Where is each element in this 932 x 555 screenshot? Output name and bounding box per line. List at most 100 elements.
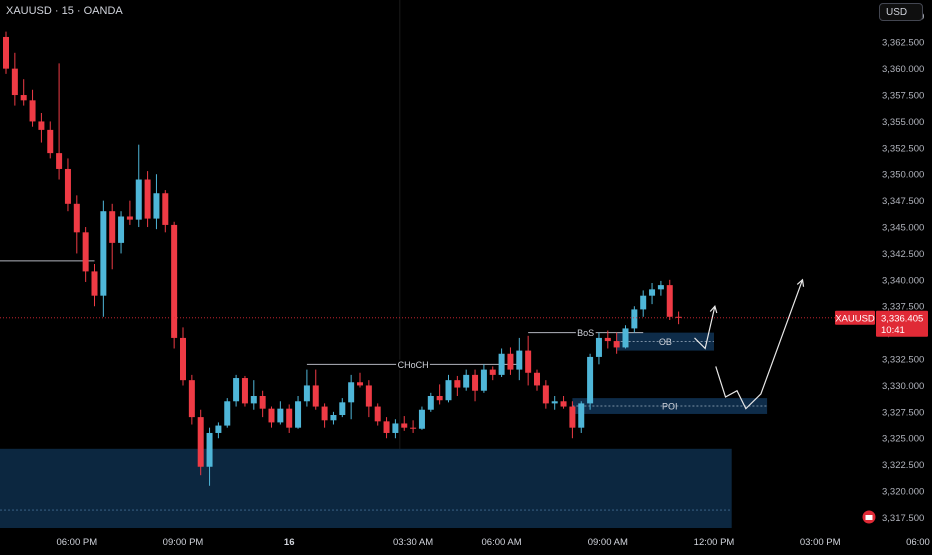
- y-tick-label: 3,362.500: [882, 38, 924, 49]
- candle-body: [144, 179, 151, 219]
- candle-body: [472, 374, 479, 391]
- candle-body: [47, 129, 54, 154]
- candle-body: [560, 401, 567, 407]
- candle-body: [666, 285, 673, 317]
- candle-body: [321, 406, 328, 421]
- y-tick-label: 3,325.000: [882, 434, 924, 445]
- candle-body: [525, 350, 532, 373]
- candle-body: [427, 396, 434, 410]
- x-tick-label: 03:00 PM: [800, 537, 841, 548]
- ob-label: OB: [659, 337, 672, 347]
- candle-body: [578, 403, 585, 428]
- price-axis-bg: [876, 0, 932, 550]
- candle-body: [295, 401, 302, 428]
- candle-body: [489, 369, 496, 375]
- candle-body: [312, 385, 319, 407]
- candle-body: [542, 385, 549, 404]
- candle-body: [587, 356, 594, 404]
- y-tick-label: 3,332.500: [882, 355, 924, 366]
- candle-body: [410, 427, 417, 429]
- candle-body: [250, 396, 257, 404]
- broker-flag-icon-inner: [865, 515, 873, 520]
- y-tick-label: 3,345.000: [882, 223, 924, 234]
- y-tick-label: 3,342.500: [882, 249, 924, 260]
- candle-body: [135, 179, 142, 220]
- candle-body: [38, 121, 45, 130]
- x-tick-label: 06:00 PM: [906, 537, 932, 548]
- candle-body: [233, 378, 240, 402]
- x-tick-label: 06:00 AM: [482, 537, 522, 548]
- candle-body: [91, 271, 98, 296]
- demand-zone: [0, 448, 732, 532]
- candle-body: [436, 396, 443, 401]
- currency-button[interactable]: USD: [879, 3, 923, 21]
- candle-body: [206, 432, 213, 467]
- candle-body: [392, 423, 399, 433]
- candle-body: [118, 216, 125, 243]
- x-tick-label: 12:00 PM: [694, 537, 735, 548]
- candle-body: [622, 328, 629, 348]
- candle-body: [180, 337, 186, 381]
- projection-arrowhead: [709, 305, 718, 314]
- candle-body: [463, 374, 470, 388]
- x-tick-label: 06:00 PM: [56, 537, 97, 548]
- candle-body: [339, 402, 346, 416]
- candle-body: [303, 385, 310, 402]
- candle-body: [640, 295, 647, 310]
- price-tag: [876, 310, 928, 337]
- candle-body: [11, 68, 18, 96]
- symbol-title: XAUUSD · 15 · OANDA: [6, 5, 123, 17]
- price-tag-value: 3,336.405: [881, 313, 923, 324]
- price-tag-countdown: 10:41: [881, 325, 905, 336]
- y-tick-label: 3,360.000: [882, 64, 924, 75]
- y-tick-label: 3,355.000: [882, 117, 924, 128]
- candle-body: [73, 203, 80, 233]
- candle-body: [418, 409, 425, 429]
- candle-body: [197, 417, 204, 467]
- y-tick-label: 3,357.500: [882, 91, 924, 102]
- candle-body: [657, 285, 664, 290]
- candle-body: [224, 401, 231, 426]
- x-tick-label: 03:30 AM: [393, 537, 433, 548]
- candle-body: [551, 401, 558, 404]
- candle-body: [56, 153, 63, 169]
- y-tick-label: 3,320.000: [882, 487, 924, 498]
- projection-path: [694, 306, 716, 350]
- candle-body: [507, 353, 514, 370]
- y-tick-label: 3,317.500: [882, 513, 924, 524]
- candle-body: [286, 408, 293, 428]
- candle-body: [3, 36, 9, 69]
- candle-body: [357, 382, 363, 386]
- y-tick-label: 3,340.000: [882, 275, 924, 286]
- candle-body: [480, 369, 487, 391]
- candle-body: [365, 385, 372, 407]
- candle-body: [171, 224, 178, 338]
- y-tick-label: 3,322.500: [882, 460, 924, 471]
- y-tick-label: 3,327.500: [882, 407, 924, 418]
- y-tick-label: 3,330.000: [882, 381, 924, 392]
- candle-body: [277, 408, 284, 423]
- candle-body: [383, 421, 390, 433]
- candle-body: [330, 415, 337, 421]
- poi-label: POI: [662, 402, 678, 412]
- y-tick-label: 3,350.000: [882, 170, 924, 181]
- candle-body: [374, 406, 381, 422]
- candle-body: [401, 423, 408, 428]
- symbol-tag-label: XAUUSD: [835, 313, 875, 324]
- y-tick-label: 3,347.500: [882, 196, 924, 207]
- choch-label: CHoCH: [398, 360, 429, 370]
- candle-body: [82, 232, 89, 272]
- candle-body: [20, 95, 27, 101]
- candle-body: [126, 216, 133, 220]
- candle-body: [631, 309, 638, 329]
- candle-body: [445, 380, 452, 401]
- x-tick-label: 16: [284, 537, 295, 548]
- symbol-tag: [835, 310, 875, 325]
- candle-body: [162, 193, 169, 225]
- candle-body: [613, 341, 620, 348]
- candle-body: [215, 425, 222, 433]
- bos-label: BoS: [577, 328, 594, 338]
- candle-body: [259, 396, 266, 409]
